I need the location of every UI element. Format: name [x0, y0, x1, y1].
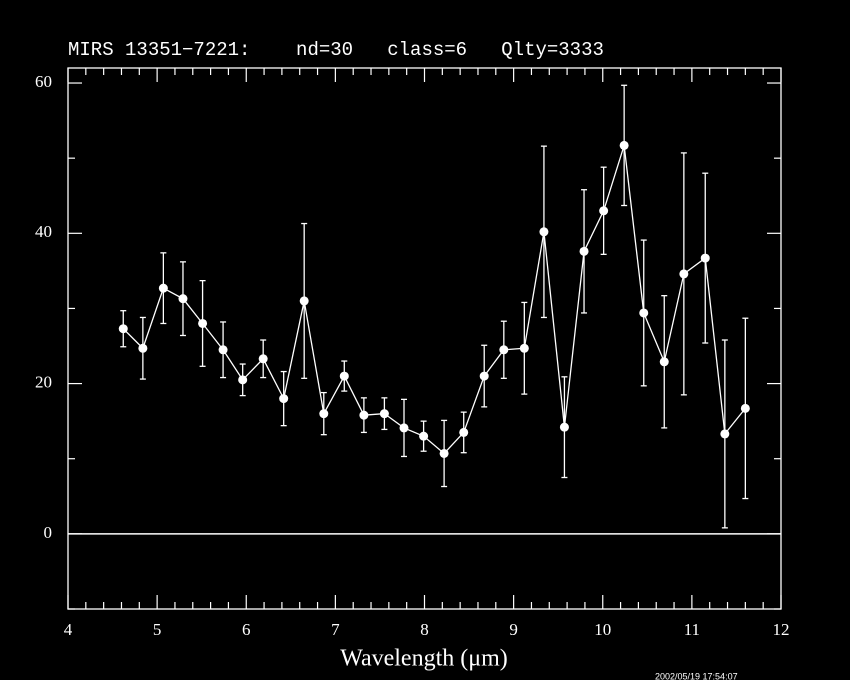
y-tick-label: 40	[35, 222, 52, 241]
x-tick-label: 11	[684, 620, 700, 639]
x-tick-label: 12	[773, 620, 790, 639]
data-point	[279, 394, 289, 404]
data-point	[419, 431, 429, 441]
data-point	[198, 318, 208, 328]
plot-frame	[67, 67, 782, 610]
data-point	[238, 375, 248, 385]
data-point	[659, 357, 669, 367]
x-tick-label: 5	[153, 620, 162, 639]
x-tick-label: 6	[242, 620, 251, 639]
data-point	[700, 253, 710, 263]
data-point	[399, 423, 409, 433]
chart-title: MIRS 13351−7221: nd=30 class=6 Qlty=3333	[68, 39, 604, 61]
data-point	[559, 422, 569, 432]
data-point	[258, 354, 268, 364]
data-point	[218, 345, 228, 355]
x-tick-label: 4	[64, 620, 73, 639]
data-point	[479, 371, 489, 381]
data-point	[579, 246, 589, 256]
timestamp: 2002/05/19 17:54:07	[655, 671, 738, 680]
x-tick-label: 8	[420, 620, 429, 639]
x-tick-label: 7	[331, 620, 340, 639]
y-tick-label: 0	[44, 523, 53, 542]
x-tick-label: 9	[509, 620, 518, 639]
x-axis-label: Wavelength (μm)	[340, 646, 508, 672]
data-point	[178, 294, 188, 304]
data-point	[439, 448, 449, 458]
data-point	[599, 206, 609, 216]
x-tick-label: 10	[594, 620, 611, 639]
data-point	[539, 227, 549, 237]
data-point	[299, 296, 309, 306]
data-point	[499, 345, 509, 355]
data-point	[158, 283, 168, 293]
data-point	[359, 410, 369, 420]
data-point	[619, 140, 629, 150]
data-point	[459, 427, 469, 437]
data-point	[679, 269, 689, 279]
data-point	[720, 429, 730, 439]
data-point	[740, 403, 750, 413]
data-point	[138, 343, 148, 353]
y-tick-label: 60	[35, 72, 52, 91]
data-point	[379, 409, 389, 419]
data-point	[519, 343, 529, 353]
y-tick-label: 20	[35, 372, 52, 391]
data-point	[319, 409, 329, 419]
data-point	[639, 308, 649, 318]
data-line	[122, 145, 746, 455]
data-point	[118, 324, 128, 334]
data-point	[339, 371, 349, 381]
